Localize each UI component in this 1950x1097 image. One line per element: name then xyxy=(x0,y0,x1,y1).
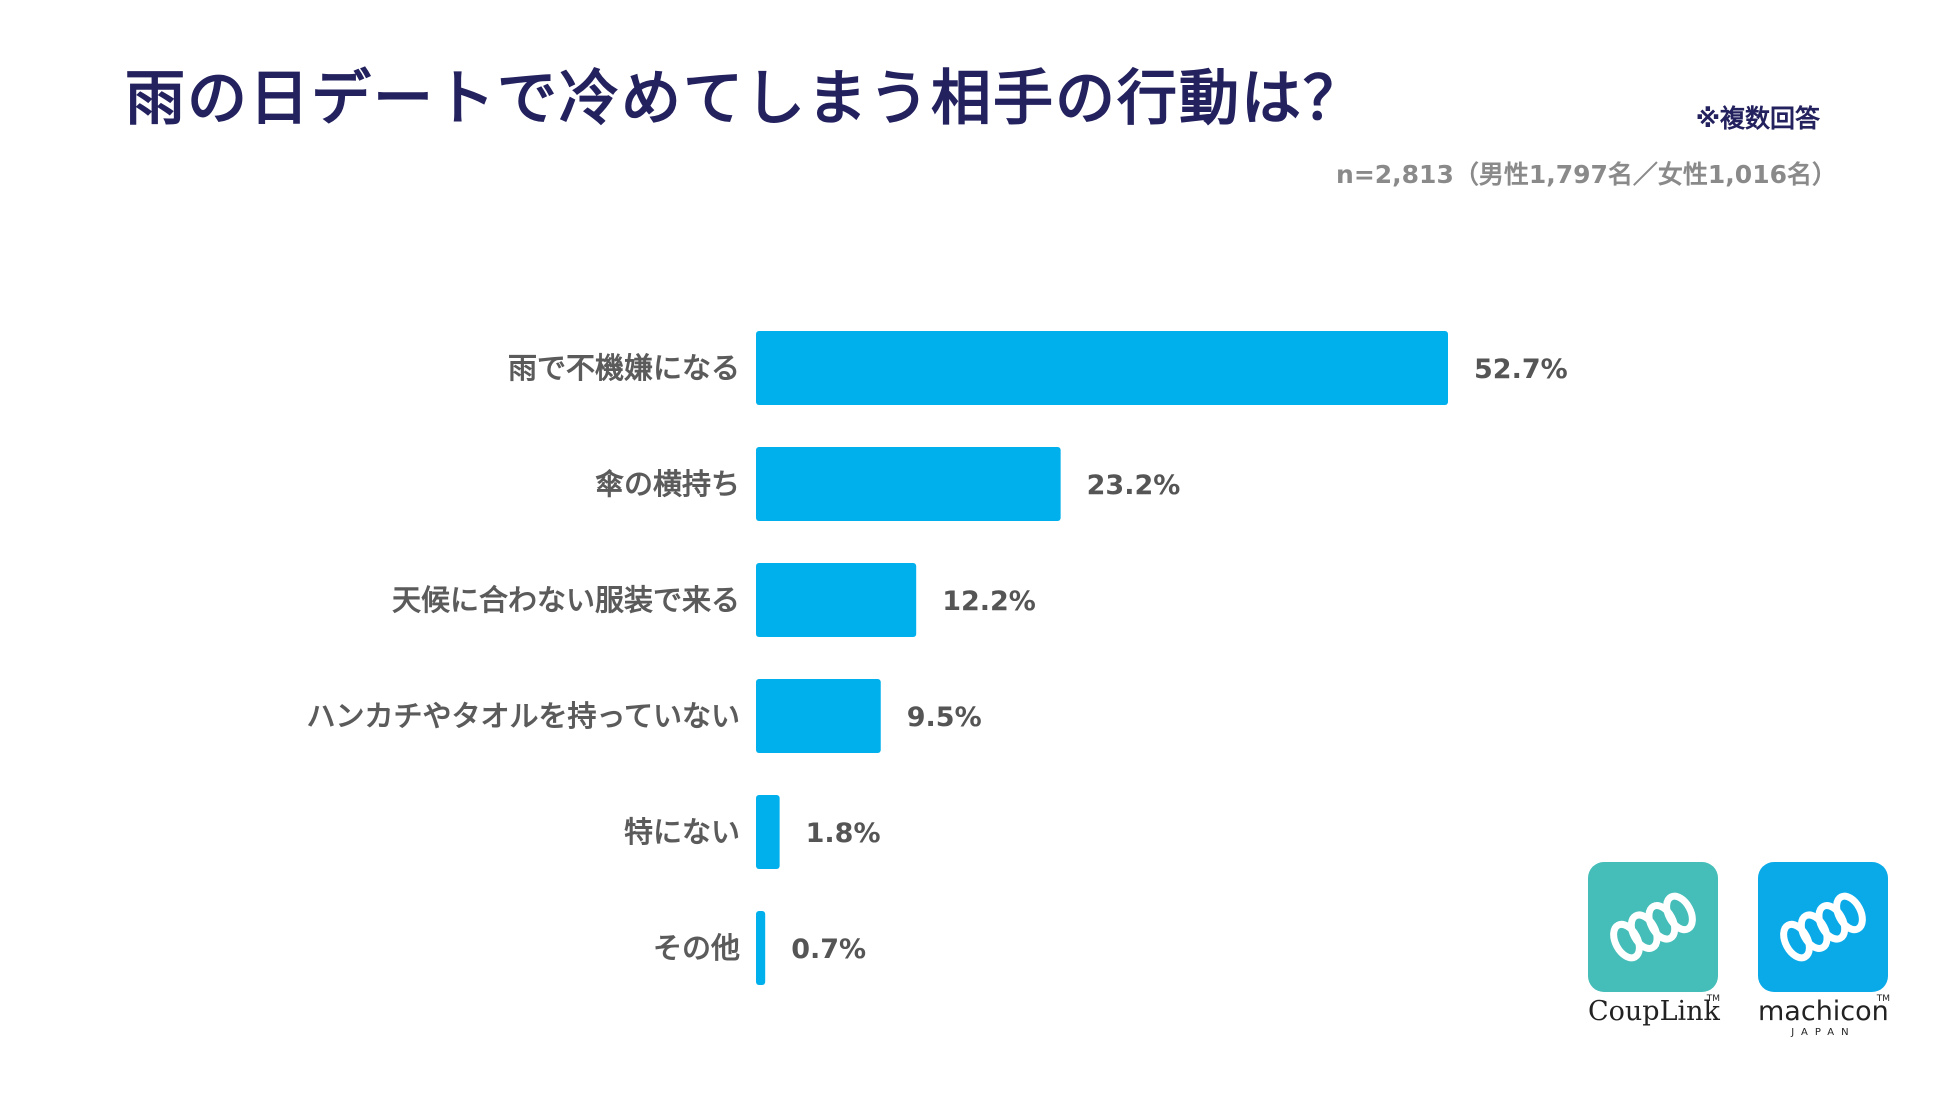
machicon-name: machicon xyxy=(1758,996,1889,1027)
bar-1 xyxy=(756,447,1061,521)
bar-4 xyxy=(756,795,780,869)
chart-title: 雨の日デートで冷めてしまう相手の行動は？ xyxy=(125,64,1365,134)
bar-0 xyxy=(756,331,1448,405)
value-label-1: 23.2% xyxy=(1087,470,1181,501)
couplink-tm: TM xyxy=(1706,994,1720,1004)
value-label-0: 52.7% xyxy=(1474,354,1568,385)
category-label-3: ハンカチやタオルを持っていない xyxy=(306,699,740,733)
value-label-4: 1.8% xyxy=(806,818,881,849)
machicon-logo-badge: TM xyxy=(1758,862,1890,1004)
machicon-sub: JAPAN xyxy=(1791,1027,1856,1038)
multiple-answer-note: ※複数回答 xyxy=(1695,104,1820,133)
sample-size-note: n=2,813（男性1,797名／女性1,016名） xyxy=(1336,160,1837,189)
category-label-0: 雨で不機嫌になる xyxy=(508,351,740,385)
category-label-2: 天候に合わない服装で来る xyxy=(392,583,740,617)
category-label-5: その他 xyxy=(653,931,740,965)
couplink-logo-badge: TM xyxy=(1588,862,1720,1004)
bar-3 xyxy=(756,679,881,753)
value-label-5: 0.7% xyxy=(791,934,866,965)
category-label-4: 特にない xyxy=(624,815,740,849)
category-label-1: 傘の横持ち xyxy=(595,467,740,501)
value-label-3: 9.5% xyxy=(907,702,982,733)
bar-2 xyxy=(756,563,917,637)
bar-5 xyxy=(756,911,766,985)
machicon-tm: TM xyxy=(1876,994,1890,1004)
chain-link-icon xyxy=(1780,892,1866,962)
chain-link-icon xyxy=(1610,892,1696,962)
machicon-logo: TM machicon JAPAN xyxy=(1758,862,1890,1038)
value-label-2: 12.2% xyxy=(942,586,1036,617)
couplink-name: CoupLink xyxy=(1588,996,1720,1027)
couplink-logo: TM CoupLink xyxy=(1588,862,1720,1025)
